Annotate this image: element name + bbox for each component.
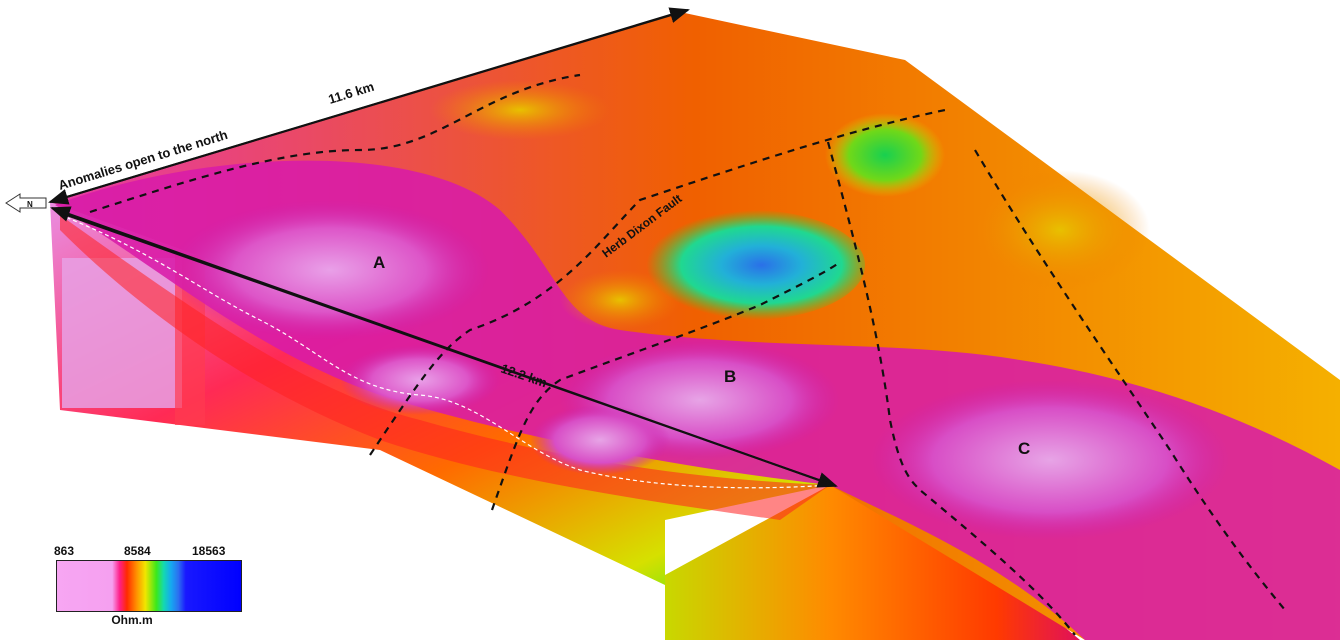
east-fault-line-1 <box>826 141 1076 636</box>
herb-dixon-fault-line <box>369 108 946 456</box>
anomaly-a-lobe <box>340 345 500 415</box>
legend-ticks: 863 8584 18563 <box>52 544 242 560</box>
anomaly-a-core <box>170 200 490 340</box>
legend-unit-label: Ohm.m <box>111 613 153 627</box>
width-measure-arrow-tip <box>59 7 690 200</box>
north-arrow: N <box>5 193 47 213</box>
yellow-patch-east <box>970 170 1150 290</box>
legend-color-bar <box>56 560 242 612</box>
legend-min-label: 863 <box>54 544 75 558</box>
anomaly-c-core <box>870 380 1230 540</box>
anomaly-b-lobe <box>530 405 670 475</box>
east-fault-line-2 <box>974 149 1286 611</box>
zone-a-label: A <box>373 253 385 272</box>
blue-resistive-anomaly <box>635 210 865 320</box>
zone-b-label: B <box>724 367 736 386</box>
yellow-patch-fault <box>560 270 680 330</box>
southern-fault-line <box>490 261 841 511</box>
length-measure-arrow-back <box>50 206 831 485</box>
color-scale-legend: 863 8584 18563 Ohm.m <box>52 544 242 627</box>
zone-c-label: C <box>1018 439 1030 458</box>
north-arrow-label: N <box>27 200 33 209</box>
edge-contour-line <box>59 214 831 489</box>
yellow-patch-north <box>430 80 610 140</box>
width-measure-label: 11.6 km <box>326 79 375 107</box>
interpretation-lines <box>89 73 1286 636</box>
north-boundary-line <box>89 73 581 214</box>
south-step-face <box>665 485 1080 640</box>
north-arrow-icon <box>5 193 47 213</box>
red-halo-west <box>60 215 830 520</box>
legend-mid-label: 8584 <box>124 544 151 558</box>
legend-max-label: 18563 <box>192 544 226 558</box>
green-resistive-anomaly <box>825 113 945 197</box>
